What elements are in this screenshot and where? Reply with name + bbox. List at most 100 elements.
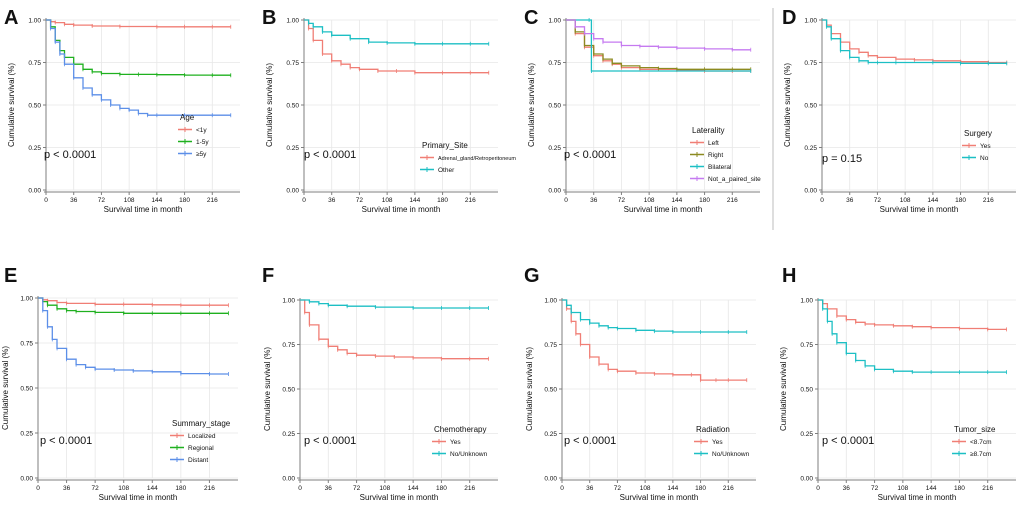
x-tick-label: 180: [437, 197, 448, 204]
y-tick-label: 0.25: [548, 145, 561, 152]
y-tick-label: 0.50: [20, 386, 33, 393]
y-tick-label: 0.75: [28, 60, 41, 67]
legend-title: Age: [180, 113, 195, 122]
series-line--1y: [46, 19, 231, 28]
x-tick-label: 180: [175, 485, 186, 492]
legend: Age<1y 1-5y ≥5y: [178, 113, 209, 158]
y-tick-label: 1.00: [800, 298, 813, 305]
x-tick-label: 216: [464, 485, 475, 492]
y-tick-label: 0.75: [544, 342, 557, 349]
x-tick-label: 0: [820, 197, 824, 204]
x-tick-label: 108: [644, 197, 655, 204]
x-tick-label: 108: [379, 485, 390, 492]
y-tick-label: 0.50: [548, 103, 561, 110]
x-tick-label: 36: [63, 485, 71, 492]
legend-title: Summary_stage: [172, 419, 231, 428]
legend-label: Yes: [712, 439, 723, 446]
y-tick-label: 0.50: [282, 387, 295, 394]
x-axis-title: Survival time in month: [878, 493, 957, 502]
x-tick-label: 216: [207, 197, 218, 204]
x-tick-label: 180: [955, 197, 966, 204]
x-tick-label: 216: [727, 197, 738, 204]
x-tick-label: 0: [564, 197, 568, 204]
y-tick-label: 0.25: [800, 431, 813, 438]
x-tick-label: 72: [92, 485, 100, 492]
p-value: p < 0.0001: [564, 149, 616, 161]
series-line-bilateral: [566, 19, 751, 72]
legend: Surgery Yes No: [962, 129, 992, 162]
legend-label: 1-5y: [196, 139, 209, 146]
y-tick-label: 0.50: [804, 103, 817, 110]
x-tick-label: 36: [843, 485, 851, 492]
legend-label: Regional: [188, 445, 214, 452]
panel-c: C 0.00 0.25 0.50 0.75 1.00 0 36 72 108 144 180 216 Su…: [524, 7, 761, 214]
x-axis-title: Survival time in month: [624, 205, 703, 214]
x-tick-label: 180: [699, 197, 710, 204]
y-tick-label: 0.50: [28, 103, 41, 110]
y-tick-label: 0.00: [20, 476, 33, 483]
p-value: p < 0.0001: [304, 435, 356, 447]
y-tick-label: 0.75: [548, 60, 561, 67]
y-tick-label: 0.25: [20, 431, 33, 438]
legend: Summary_stage Localized Regional Distant: [170, 419, 231, 464]
panel-b: B 0.00 0.25 0.50 0.75 1.00 0 36 72 108 144 180 216 Su…: [262, 7, 516, 214]
x-tick-label: 36: [590, 197, 598, 204]
legend: Primary_Site Adrenal_gland/Retroperitoneu…: [420, 141, 516, 174]
y-axis-title: Cumulative survival (%): [527, 63, 536, 147]
panel-letter: E: [4, 265, 17, 287]
y-tick-label: 1.00: [20, 296, 33, 303]
y-tick-label: 0.75: [804, 60, 817, 67]
x-tick-label: 72: [614, 485, 622, 492]
panel-a: A 0.00 0.25 0.50 0.75 1.00 0 36 72 108 144 180 216 Su…: [4, 7, 240, 214]
x-tick-label: 108: [118, 485, 129, 492]
x-tick-label: 144: [151, 197, 162, 204]
y-tick-label: 0.50: [800, 387, 813, 394]
panel-e: E 0.00 0.25 0.50 0.75 1.00 0 36 72 108 144 180 216 Su…: [1, 265, 238, 502]
x-tick-label: 72: [874, 197, 882, 204]
x-axis-title: Survival time in month: [620, 493, 699, 502]
x-tick-label: 0: [44, 197, 48, 204]
panel-letter: G: [524, 265, 540, 287]
x-axis-title: Survival time in month: [104, 205, 183, 214]
y-tick-label: 0.75: [20, 341, 33, 348]
legend-label: No: [980, 155, 989, 162]
legend-label: ≥8.7cm: [970, 451, 991, 458]
panel-f: F 0.00 0.25 0.50 0.75 1.00 0 36 72 108 144 180 216 Su…: [262, 265, 498, 502]
series-line--8-7cm: [818, 299, 1007, 331]
x-tick-label: 36: [325, 485, 333, 492]
x-tick-label: 144: [926, 485, 937, 492]
y-axis-title: Cumulative survival (%): [265, 63, 274, 147]
y-tick-label: 1.00: [282, 298, 295, 305]
legend-title: Tumor_size: [954, 425, 996, 434]
x-tick-label: 180: [179, 197, 190, 204]
panel-letter: H: [782, 265, 796, 287]
y-tick-label: 1.00: [548, 18, 561, 25]
legend-label: Distant: [188, 457, 208, 464]
legend-label: Left: [708, 140, 719, 147]
x-tick-label: 36: [70, 197, 78, 204]
legend: Tumor_size <8.7cm ≥8.7cm: [952, 425, 996, 458]
y-axis-title: Cumulative survival (%): [525, 347, 534, 431]
x-tick-label: 72: [871, 485, 879, 492]
x-tick-label: 108: [382, 197, 393, 204]
legend-label: <8.7cm: [970, 439, 992, 446]
p-value: p < 0.0001: [822, 435, 874, 447]
y-tick-label: 0.25: [804, 145, 817, 152]
x-tick-label: 108: [124, 197, 135, 204]
y-tick-label: 0.00: [28, 188, 41, 195]
y-tick-label: 1.00: [804, 18, 817, 25]
x-tick-label: 36: [328, 197, 336, 204]
x-tick-label: 144: [408, 485, 419, 492]
x-tick-label: 0: [560, 485, 564, 492]
legend-label: Yes: [980, 143, 991, 150]
x-tick-label: 144: [927, 197, 938, 204]
x-tick-label: 72: [618, 197, 626, 204]
p-value: p < 0.0001: [40, 435, 92, 447]
x-tick-label: 72: [353, 485, 361, 492]
x-tick-label: 72: [356, 197, 364, 204]
x-tick-label: 36: [586, 485, 594, 492]
panel-letter: F: [262, 265, 274, 287]
legend: Radiation Yes No/Unknown: [694, 425, 750, 458]
y-tick-label: 1.00: [544, 298, 557, 305]
